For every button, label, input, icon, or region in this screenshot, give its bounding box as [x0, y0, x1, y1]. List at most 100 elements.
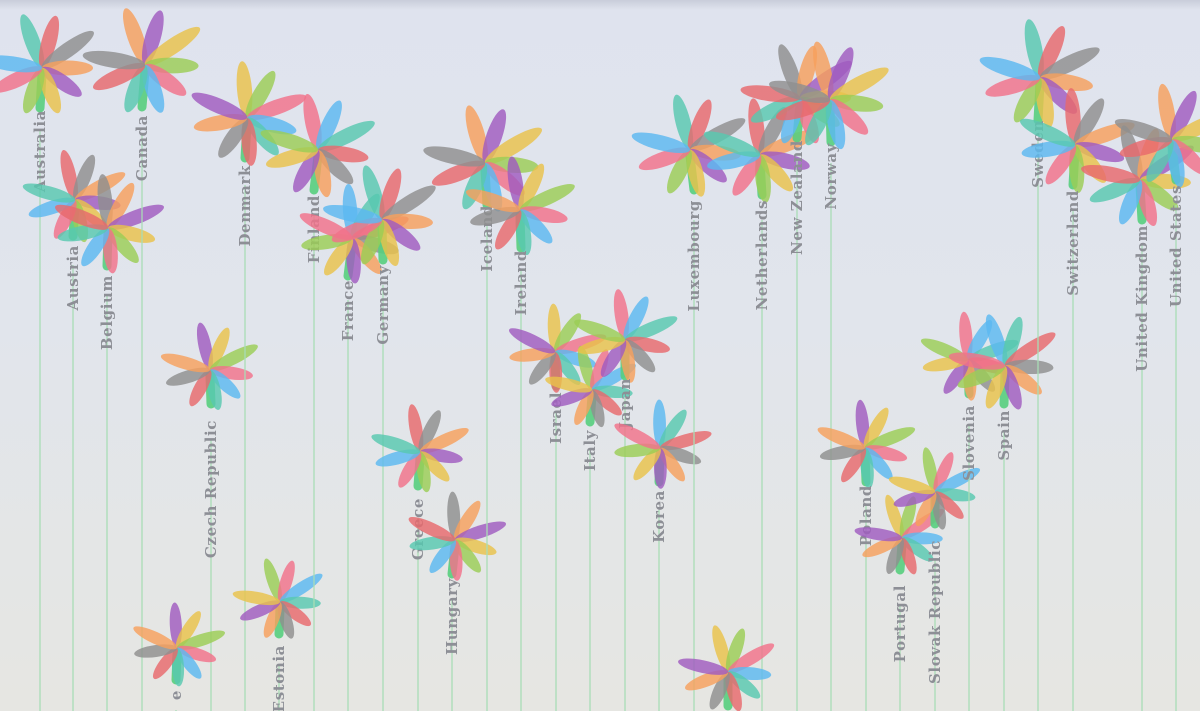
petal [864, 427, 916, 450]
country-label: United Kingdom [1133, 225, 1151, 372]
petal [408, 404, 424, 453]
petal [624, 339, 656, 373]
petal [418, 410, 441, 453]
petal [246, 94, 307, 121]
flower-czech-republic[interactable]: Czech Republic [159, 321, 260, 711]
petal [208, 327, 230, 371]
flower-portugal[interactable]: Portugal [854, 493, 947, 711]
petal [686, 149, 706, 197]
petal [482, 109, 507, 164]
flower-germany[interactable]: Germany [322, 163, 440, 711]
flower-hungary[interactable]: Hungary [406, 491, 508, 711]
petal [279, 601, 312, 627]
petal [106, 182, 135, 229]
country-label: Hungary [443, 577, 461, 655]
petal [484, 127, 542, 165]
flower-united-states[interactable]: United States [1113, 83, 1200, 711]
flower-belgium[interactable]: Belgium [52, 173, 166, 711]
petal [175, 611, 201, 649]
petal [725, 628, 746, 673]
country-label: Korea [650, 490, 668, 543]
country-label: Ireland [512, 250, 530, 315]
flower-spain[interactable]: Spain [948, 312, 1059, 711]
petal [1073, 98, 1105, 146]
flower-norway[interactable]: Norway [767, 40, 892, 711]
flower-korea[interactable]: Korea [612, 399, 714, 711]
petal [775, 97, 831, 121]
petal [863, 407, 889, 449]
petal [712, 625, 731, 673]
petal [624, 336, 670, 353]
petal [813, 41, 834, 101]
flower-e[interactable]: e [131, 602, 227, 711]
petal [152, 647, 178, 680]
petal [176, 647, 202, 679]
flower-luxembourg[interactable]: Luxembourg [630, 93, 749, 711]
petal [817, 427, 866, 450]
petal [933, 452, 954, 493]
country-label: Netherlands [753, 200, 771, 310]
country-label: New Zealand [788, 140, 806, 255]
petal [303, 94, 322, 151]
flower-denmark[interactable]: Denmark [189, 61, 309, 711]
petal [28, 197, 76, 218]
flower-head [260, 94, 375, 198]
flower-ireland[interactable]: Ireland [464, 155, 578, 711]
petal [591, 389, 622, 416]
petal [232, 590, 281, 606]
country-label: e [167, 690, 185, 700]
petal [577, 345, 595, 391]
petal [196, 322, 213, 371]
petal [658, 409, 687, 449]
petal [1074, 122, 1135, 148]
petal [93, 62, 146, 91]
petal [260, 129, 319, 153]
petal [20, 14, 45, 69]
country-label: Denmark [236, 165, 254, 247]
petal [888, 476, 936, 495]
petal [985, 314, 1008, 367]
petal [934, 491, 964, 519]
flower-head [1020, 88, 1135, 193]
petal [454, 539, 482, 573]
flower-slovak-republic[interactable]: Slovak Republic [887, 446, 982, 711]
petal [854, 527, 903, 542]
flower-estonia[interactable]: Estonia [232, 557, 326, 711]
petal [362, 165, 385, 221]
petal [240, 600, 281, 621]
petal [574, 389, 594, 425]
country-label: Japan [616, 378, 634, 431]
flower-head [191, 61, 307, 166]
flower-head [817, 399, 916, 489]
petal [703, 131, 761, 158]
country-label: Estonia [270, 645, 288, 711]
flower-japan[interactable]: Japan [572, 288, 680, 711]
petal [166, 367, 211, 386]
petal [360, 219, 385, 265]
flower-head [82, 8, 201, 113]
petal [60, 149, 78, 201]
petal [623, 296, 649, 341]
petal [107, 227, 139, 264]
petal [600, 339, 627, 377]
petal [725, 671, 742, 711]
petal [189, 369, 212, 407]
petal [624, 316, 678, 342]
flower-switzerland[interactable]: Switzerland [1017, 88, 1137, 711]
country-label: United States [1167, 185, 1185, 307]
flower-finland[interactable]: Finland [258, 93, 377, 711]
petal [1020, 118, 1076, 147]
flower-italy[interactable]: Italy [544, 344, 639, 711]
petal [899, 537, 917, 575]
flower-canada[interactable]: Canada [82, 6, 205, 711]
petal [829, 99, 869, 135]
flower-head [408, 491, 507, 581]
flower-unlabeled[interactable] [677, 624, 777, 711]
petal [574, 319, 626, 342]
flower-australia[interactable]: Australia [0, 12, 98, 711]
petal [245, 117, 279, 156]
petal [144, 63, 187, 96]
petal [1171, 139, 1200, 175]
flower-head [133, 602, 226, 687]
